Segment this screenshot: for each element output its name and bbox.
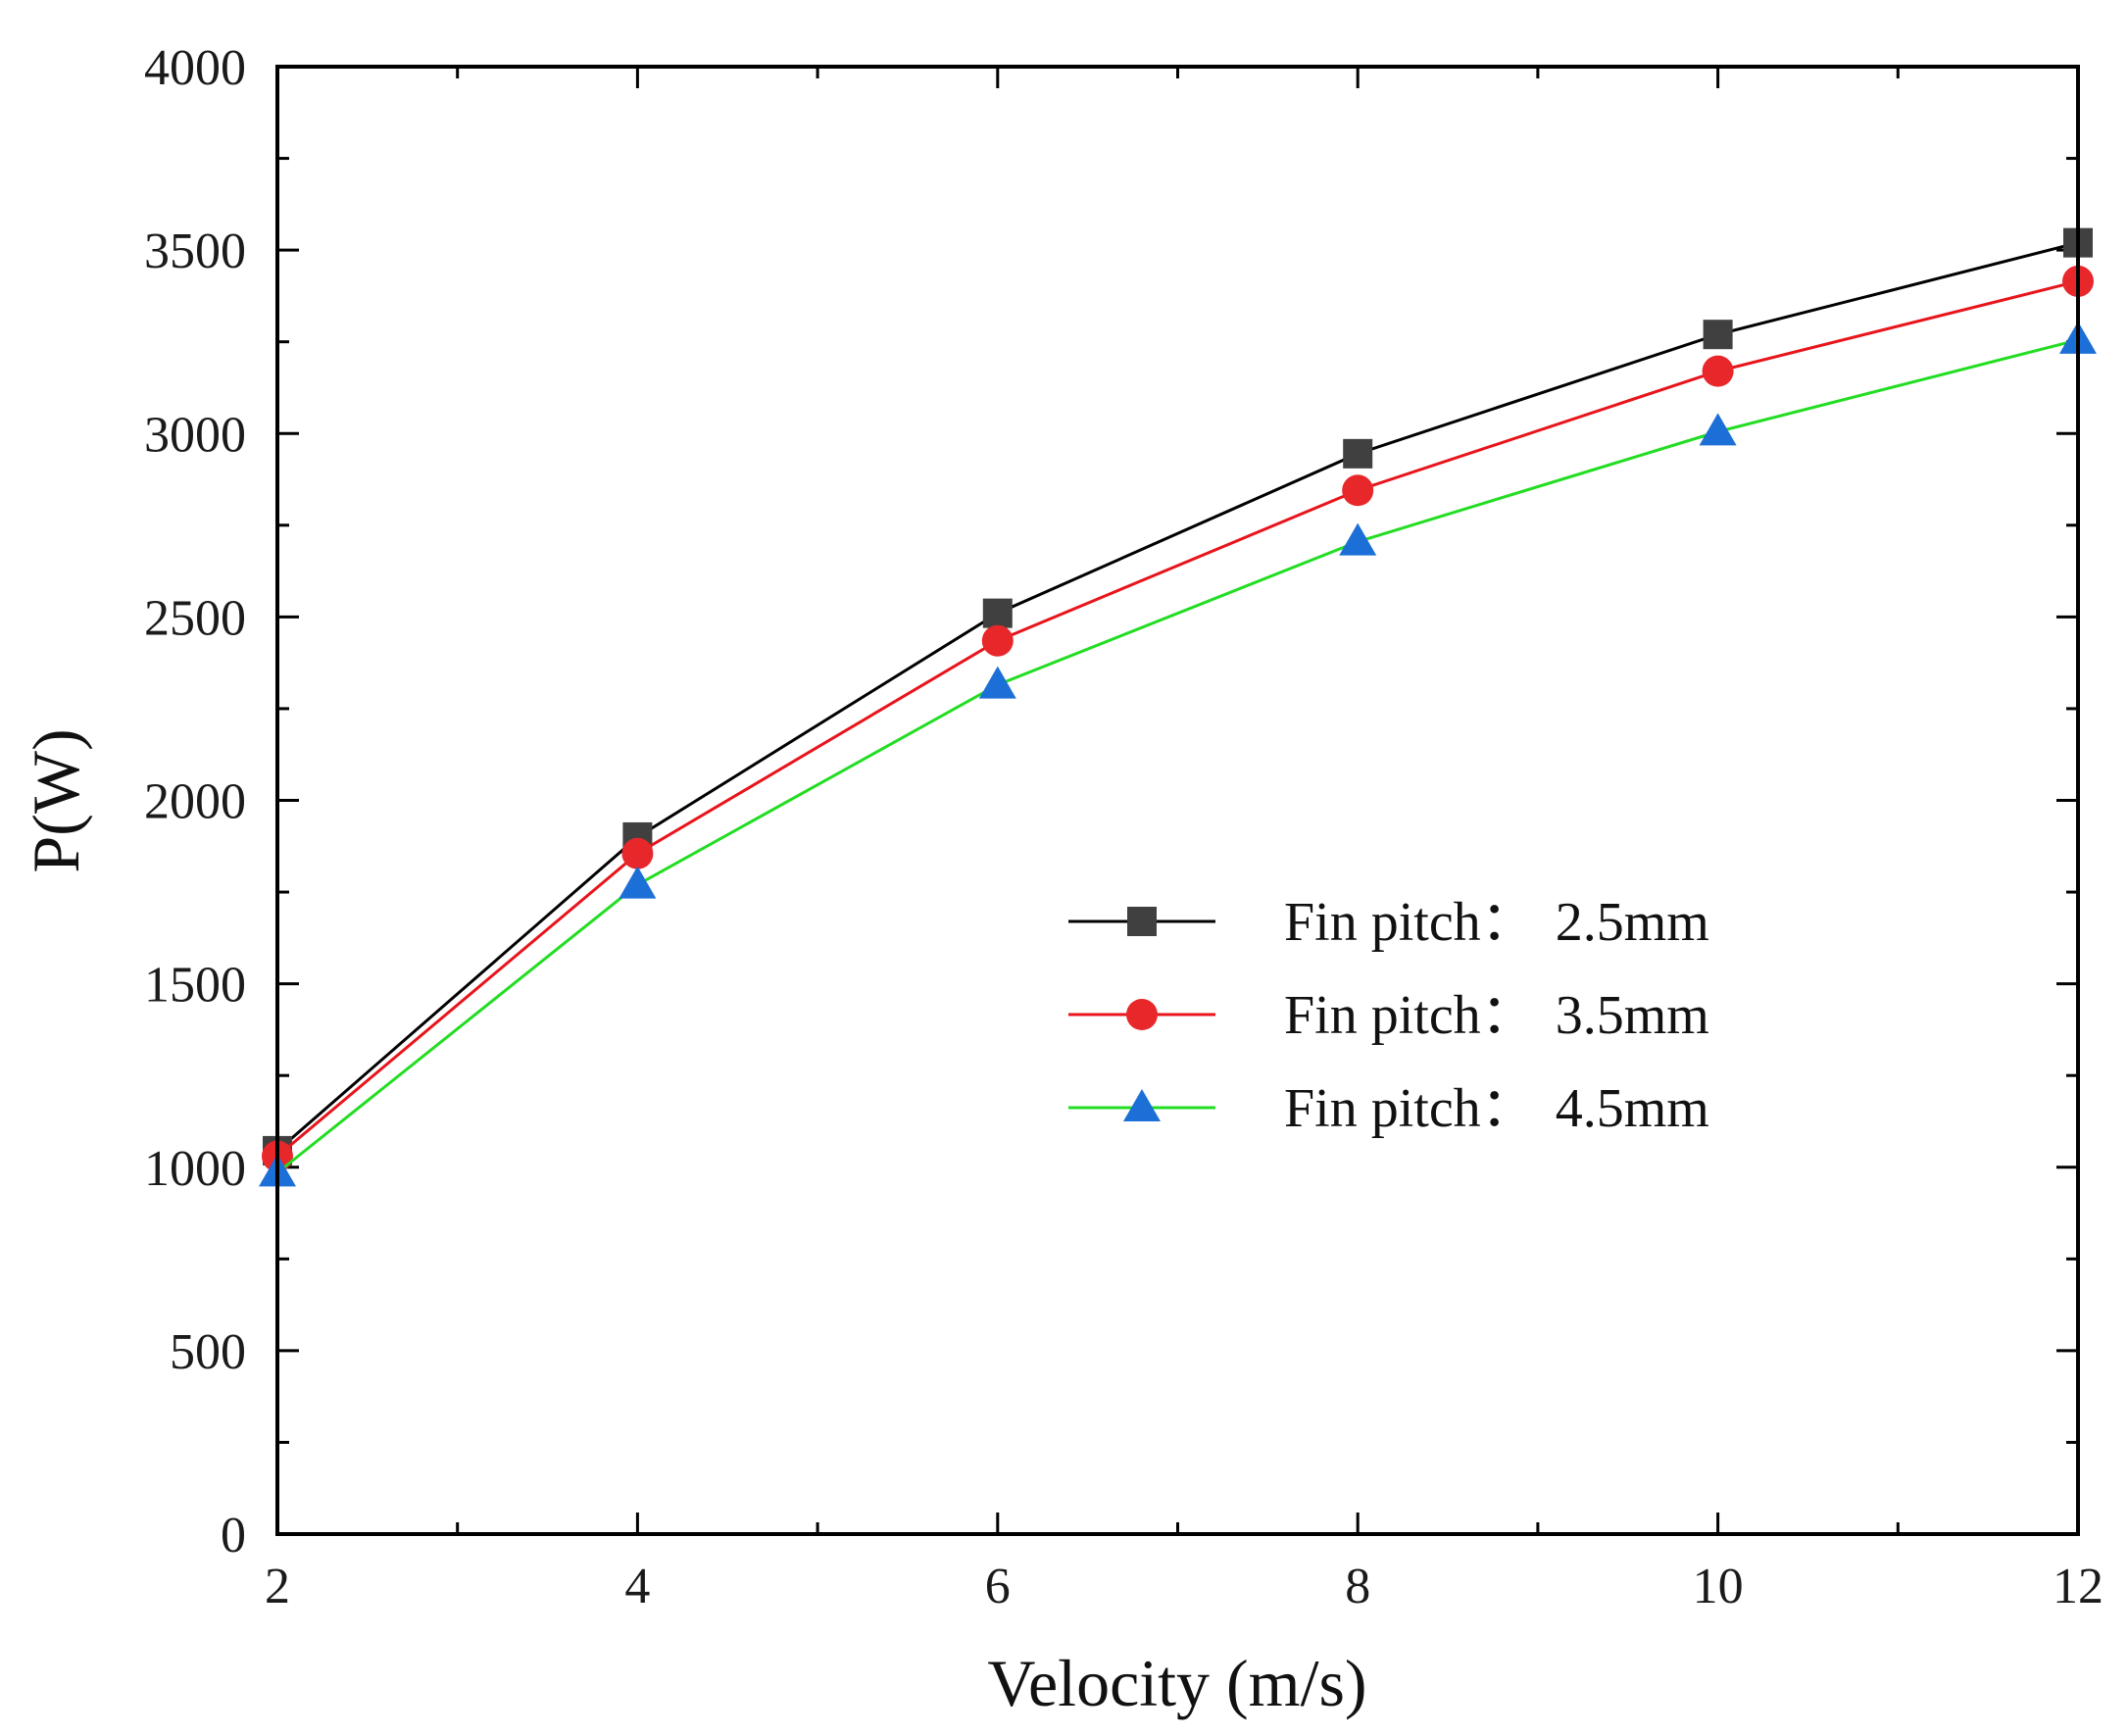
legend-label-prefix: Fin pitch： — [1284, 985, 1536, 1046]
series-line — [276, 279, 2079, 1158]
legend-label: Fin pitch： 4.5mm — [1284, 1078, 1709, 1139]
series-line — [276, 241, 2079, 1153]
data-point-circle — [981, 624, 1014, 657]
y-axis-title: P(W) — [19, 728, 93, 872]
x-tick-label: 12 — [2053, 1559, 2103, 1614]
data-point-circle — [1342, 474, 1374, 507]
plot-area-frame — [275, 65, 2080, 1536]
data-point-square — [982, 598, 1013, 628]
x-axis-title: Velocity (m/s) — [987, 1646, 1366, 1720]
data-point-circle — [621, 837, 654, 869]
legend-item: Fin pitch： 3.5mm — [1068, 985, 1709, 1046]
legend-label-value: 4.5mm — [1556, 1078, 1709, 1139]
y-tick-label: 1500 — [144, 958, 246, 1014]
series-line — [276, 338, 2079, 1174]
x-tick-label: 2 — [265, 1559, 290, 1614]
x-tick-label: 10 — [1693, 1559, 1744, 1614]
legend-item: Fin pitch： 4.5mm — [1068, 1078, 1709, 1139]
legend-label-value: 2.5mm — [1556, 892, 1709, 953]
legend-item: Fin pitch： 2.5mm — [1068, 892, 1709, 953]
y-tick-label: 500 — [170, 1324, 246, 1380]
y-tick-label: 3000 — [144, 407, 246, 463]
y-tick-label: 2500 — [144, 590, 246, 646]
series-layer — [259, 227, 2097, 1187]
legend-label: Fin pitch： 3.5mm — [1284, 985, 1709, 1046]
y-tick-label: 2000 — [144, 774, 246, 830]
y-tick-label: 0 — [221, 1508, 246, 1563]
x-tick-label: 6 — [985, 1559, 1011, 1614]
legend-label-value: 3.5mm — [1556, 985, 1709, 1046]
tick-labels: 2 4 6 8 10 12 0 500 1000 1500 2000 2500 3000 3500 4000 — [144, 40, 2103, 1614]
legend-label: Fin pitch： 2.5mm — [1284, 892, 1709, 953]
data-point-triangle — [978, 666, 1016, 699]
legend-label-prefix: Fin pitch： — [1284, 1078, 1536, 1139]
y-tick-label: 1000 — [144, 1141, 246, 1197]
data-point-triangle — [619, 866, 657, 899]
legend-marker-square — [1127, 907, 1157, 936]
data-point-triangle — [1699, 413, 1737, 446]
axis-ticks — [275, 65, 2080, 1536]
x-tick-label: 4 — [624, 1559, 650, 1614]
legend-marker-circle — [1126, 999, 1158, 1030]
legend-label-prefix: Fin pitch： — [1284, 892, 1536, 953]
y-tick-label: 4000 — [144, 40, 246, 96]
data-point-square — [1343, 438, 1373, 469]
data-point-triangle — [1339, 522, 1377, 556]
y-tick-label: 3500 — [144, 223, 246, 279]
data-point-circle — [1702, 355, 1734, 387]
data-point-square — [1703, 320, 1733, 350]
x-tick-label: 8 — [1345, 1559, 1370, 1614]
series-3 — [259, 321, 2097, 1187]
series-2 — [262, 265, 2094, 1172]
series-1 — [263, 227, 2093, 1166]
legend-marker-triangle — [1123, 1089, 1161, 1121]
